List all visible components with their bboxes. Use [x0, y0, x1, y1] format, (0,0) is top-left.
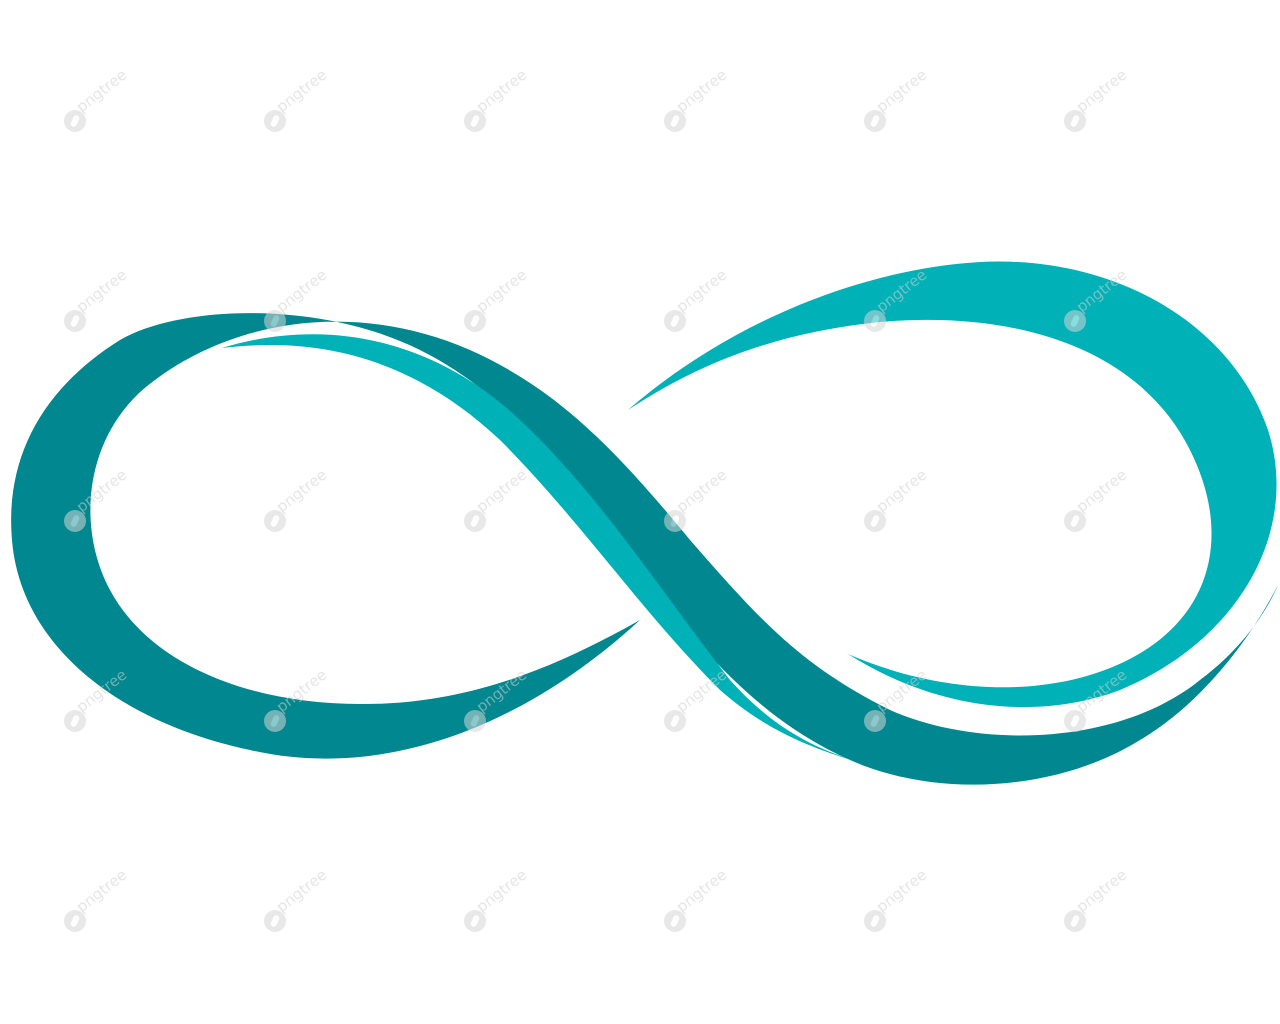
infinity-left-loop: [11, 313, 1279, 785]
infinity-inner-ribbon: [222, 334, 858, 762]
